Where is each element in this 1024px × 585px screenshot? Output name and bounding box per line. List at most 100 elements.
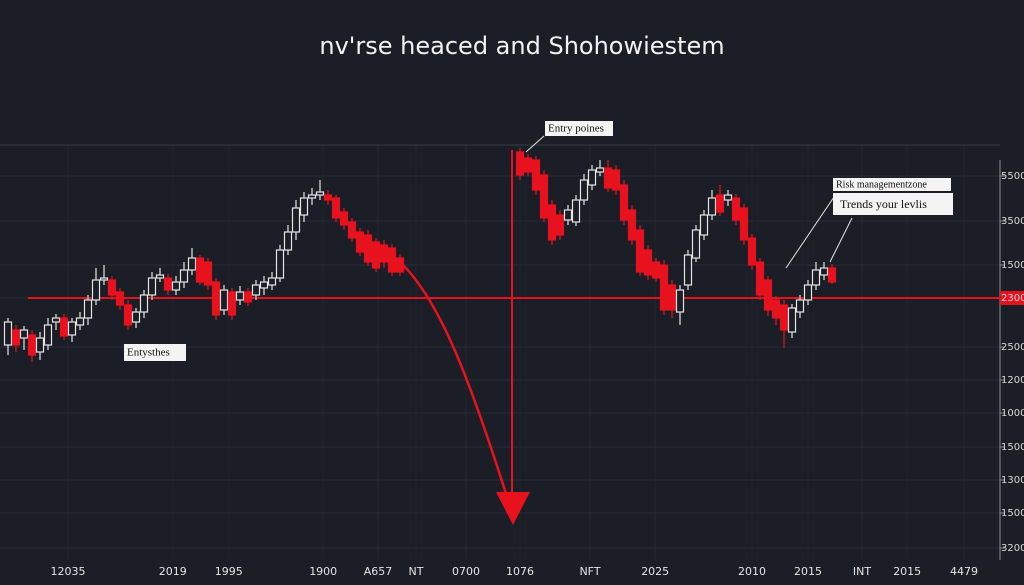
candle [779, 300, 789, 348]
candle-body [515, 151, 525, 176]
arrow-head [496, 492, 530, 525]
x-tick-label: 2019 [159, 565, 187, 578]
candle [571, 195, 581, 226]
candle [691, 225, 701, 262]
candle-body [195, 257, 205, 283]
candle [755, 258, 765, 300]
candle [235, 286, 245, 305]
candle [243, 288, 253, 306]
candle [819, 262, 829, 280]
candle [635, 225, 645, 276]
candle-body [539, 174, 549, 219]
candle-body [331, 197, 341, 219]
x-tick-label: 2025 [641, 565, 669, 578]
x-tick-label: 2010 [738, 565, 766, 578]
candle-body [579, 179, 589, 201]
candle-body [19, 329, 29, 339]
candle [699, 210, 709, 240]
candle [595, 160, 605, 176]
candle-body [251, 284, 261, 296]
candle [27, 330, 37, 362]
candle [611, 165, 621, 195]
candle-body [739, 207, 749, 241]
candle [563, 205, 573, 225]
candle [11, 325, 21, 352]
candle-body [267, 277, 277, 286]
candle [731, 194, 741, 225]
candle [43, 318, 53, 350]
candle [291, 200, 301, 240]
candle-body [587, 169, 597, 186]
grid [0, 145, 1000, 560]
annotation-box [833, 193, 953, 215]
candle-body [691, 229, 701, 259]
candle-body [659, 264, 669, 311]
y-tick-label: 1300 [1001, 475, 1024, 486]
candle-body [339, 211, 349, 226]
candle-body [523, 157, 533, 173]
candle [275, 245, 285, 282]
y-tick-label: 1500 [1001, 442, 1024, 453]
candle-body [243, 291, 253, 303]
annotation-box [833, 178, 951, 191]
candle-body [115, 291, 125, 306]
candle-body [235, 291, 245, 301]
y-tick-label: 3500 [1001, 216, 1024, 227]
annotation: Entysthes [124, 344, 186, 361]
candle-body [355, 231, 365, 253]
x-tick-label: 4479 [950, 565, 978, 578]
candle [739, 204, 749, 245]
candle-body [59, 317, 69, 337]
candle-body [731, 197, 741, 221]
candle-body [683, 254, 693, 286]
candle [339, 208, 349, 230]
x-tick-label: NFT [579, 565, 600, 578]
candle-body [139, 294, 149, 313]
candle [51, 314, 61, 330]
candle [323, 190, 333, 205]
candle-body [787, 307, 797, 333]
candle [603, 160, 613, 192]
candle-body [131, 311, 141, 323]
candle [715, 185, 725, 216]
y-tick-label: 1000 [1001, 408, 1024, 419]
candle-body [283, 231, 293, 251]
y-tick-highlight [1000, 291, 1024, 305]
candle-body [707, 197, 717, 216]
candle [283, 225, 293, 255]
candle-body [723, 194, 733, 201]
candle [787, 304, 797, 338]
y-tick-label: 2500 [1001, 342, 1024, 353]
candle [163, 274, 173, 295]
x-tick-label: A657 [364, 565, 393, 578]
candle [75, 312, 85, 330]
candles [3, 148, 837, 362]
candle [187, 248, 197, 275]
y-tick-label: 1500 [1001, 508, 1024, 519]
candle [675, 285, 685, 325]
candle-body [123, 304, 133, 326]
candle [379, 240, 389, 268]
x-tick-label: 1995 [215, 565, 243, 578]
candle-body [147, 277, 157, 296]
candle-body [99, 277, 109, 281]
candle-body [315, 191, 325, 196]
curved-arrow [399, 261, 510, 501]
candle-body [75, 317, 85, 326]
candle [155, 268, 165, 282]
candle [515, 148, 525, 180]
candle-body [827, 267, 837, 283]
candle [179, 262, 189, 288]
candle [587, 165, 597, 190]
candle [35, 332, 45, 360]
x-tick-label: 12035 [51, 565, 86, 578]
candle [539, 170, 549, 222]
candle-body [43, 324, 53, 346]
x-tick-label: 1900 [309, 565, 337, 578]
candle-body [715, 194, 725, 213]
candle [555, 210, 565, 240]
candle [91, 268, 101, 305]
candle-body [347, 221, 357, 239]
candle [643, 245, 653, 280]
candle [771, 296, 781, 325]
